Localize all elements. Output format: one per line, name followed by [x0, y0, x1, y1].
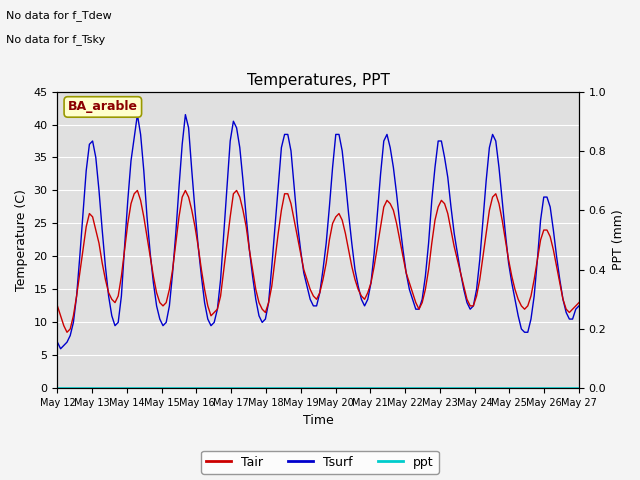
Title: Temperatures, PPT: Temperatures, PPT: [247, 72, 390, 88]
ppt: [550, 385, 557, 391]
ppt: [435, 385, 442, 391]
Tsurf: [57, 346, 65, 352]
ppt: [457, 385, 465, 391]
Text: No data for f_Tdew: No data for f_Tdew: [6, 10, 112, 21]
Tair: [310, 293, 317, 299]
ppt: [303, 385, 311, 391]
Y-axis label: PPT (mm): PPT (mm): [612, 210, 625, 270]
Tair: [271, 257, 279, 263]
Tair: [556, 280, 564, 286]
X-axis label: Time: Time: [303, 414, 333, 427]
Tsurf: [271, 224, 279, 229]
Tair: [441, 201, 449, 206]
Tair: [463, 297, 471, 302]
Tsurf: [140, 168, 148, 174]
Tair: [54, 303, 61, 309]
Tsurf: [575, 303, 583, 309]
ppt: [575, 385, 583, 391]
Line: Tsurf: Tsurf: [58, 115, 579, 349]
Tair: [140, 214, 148, 220]
Tsurf: [134, 112, 141, 118]
Tsurf: [441, 155, 449, 160]
Tsurf: [463, 300, 471, 305]
Tair: [63, 329, 71, 335]
Tsurf: [54, 339, 61, 345]
Tsurf: [310, 303, 317, 309]
Text: No data for f_Tsky: No data for f_Tsky: [6, 34, 106, 45]
Legend: Tair, Tsurf, ppt: Tair, Tsurf, ppt: [202, 451, 438, 474]
Tsurf: [556, 276, 564, 282]
Tair: [134, 188, 141, 193]
ppt: [54, 385, 61, 391]
Text: BA_arable: BA_arable: [68, 100, 138, 113]
Y-axis label: Temperature (C): Temperature (C): [15, 189, 28, 291]
Tair: [575, 300, 583, 305]
ppt: [134, 385, 141, 391]
Line: Tair: Tair: [58, 191, 579, 332]
ppt: [265, 385, 273, 391]
